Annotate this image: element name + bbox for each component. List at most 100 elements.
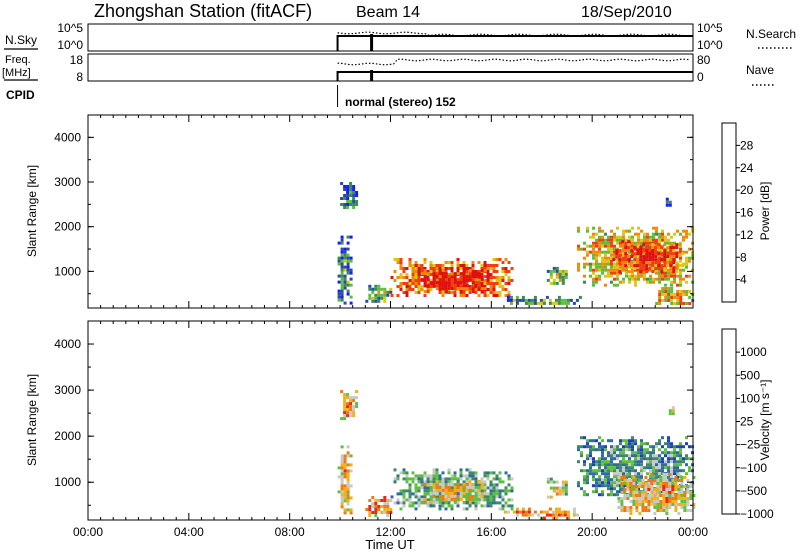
power-cell <box>640 238 643 242</box>
power-cell <box>417 276 421 279</box>
power-cell <box>450 287 454 291</box>
velocity-cell <box>468 480 472 484</box>
velocity-cell <box>423 500 427 504</box>
power-cell <box>616 259 619 263</box>
velocity-cell <box>393 501 397 505</box>
velocity-cell <box>661 436 664 440</box>
velocity-cell <box>670 460 673 464</box>
velocity-cell <box>647 500 651 503</box>
power-cell <box>624 249 628 253</box>
velocity-cell <box>656 500 660 503</box>
power-cell <box>631 244 634 248</box>
power-cell <box>664 238 667 242</box>
power-cell <box>402 270 406 273</box>
power-cell <box>607 244 610 248</box>
power-cell <box>506 298 510 302</box>
velocity-cell <box>632 479 636 482</box>
power-cell <box>349 271 353 275</box>
power-cell <box>601 244 604 248</box>
velocity-cell <box>601 454 604 458</box>
power-cell <box>654 240 658 244</box>
power-cell <box>669 249 673 253</box>
velocity-cell <box>343 414 347 418</box>
velocity-cell <box>426 489 430 493</box>
velocity-cell <box>635 497 639 500</box>
power-cell <box>622 241 625 245</box>
velocity-cell <box>426 486 430 490</box>
velocity-cell <box>655 457 658 461</box>
velocity-cell <box>674 476 678 479</box>
velocity-cell <box>613 454 616 458</box>
velocity-cell <box>420 495 424 499</box>
velocity-cell <box>447 468 451 472</box>
power-cell <box>423 275 427 279</box>
velocity-cell <box>456 488 460 492</box>
power-cell <box>627 258 631 262</box>
velocity-cell <box>586 442 589 446</box>
power-cell <box>601 250 604 254</box>
velocity-cell <box>386 505 390 508</box>
velocity-cell <box>340 490 344 494</box>
power-cell <box>371 299 375 303</box>
power-cell <box>649 262 652 266</box>
power-cell <box>504 267 508 270</box>
velocity-cell <box>677 494 681 497</box>
power-cell <box>643 244 646 248</box>
velocity-cell <box>616 463 619 467</box>
power-cell <box>462 264 466 267</box>
power-cell <box>676 293 680 296</box>
power-cell <box>377 296 381 300</box>
velocity-cell <box>432 497 436 501</box>
velocity-cell <box>390 495 394 499</box>
power-cell <box>377 290 381 294</box>
velocity-cell <box>664 466 667 470</box>
velocity-cell <box>393 480 397 484</box>
power-cell <box>414 282 418 285</box>
velocity-cell <box>411 471 415 475</box>
velocity-cell <box>662 494 666 497</box>
power-cell <box>374 296 378 300</box>
velocity-cell <box>402 477 406 481</box>
velocity-cell <box>638 479 642 482</box>
velocity-cell <box>601 460 604 464</box>
power-cell <box>477 270 481 273</box>
power-cell <box>595 277 598 281</box>
power-cell <box>340 283 344 287</box>
velocity-cell <box>462 482 466 486</box>
velocity-cell <box>658 466 661 470</box>
velocity-cell <box>477 483 481 487</box>
velocity-cell <box>474 494 478 498</box>
velocity-cell <box>420 500 424 504</box>
velocity-cell <box>656 494 660 497</box>
velocity-cell <box>634 439 637 443</box>
velocity-cell <box>561 480 565 484</box>
velocity-cell <box>598 493 601 497</box>
velocity-cell <box>515 510 519 514</box>
power-cell <box>657 258 661 262</box>
velocity-cell <box>471 474 475 478</box>
power-cell <box>664 271 667 275</box>
velocity-cell <box>610 448 613 452</box>
velocity-cell <box>498 471 502 475</box>
velocity-cell <box>432 488 436 492</box>
power-cell <box>604 262 607 266</box>
velocity-cell <box>592 445 595 449</box>
velocity-cell <box>462 491 466 495</box>
power-cell <box>346 235 350 239</box>
power-cell <box>408 288 412 291</box>
power-cell <box>558 269 562 273</box>
power-cell <box>346 256 350 260</box>
power-cell <box>509 298 513 302</box>
power-cell <box>417 291 421 294</box>
power-colorbar-tick: 20 <box>740 183 754 197</box>
velocity-cell <box>640 463 643 467</box>
power-cell <box>435 267 439 270</box>
power-cell <box>601 229 604 233</box>
velocity-cell <box>346 496 350 500</box>
velocity-cell <box>561 486 565 490</box>
power-cell <box>631 238 634 242</box>
time-tick-label: 12:00 <box>375 525 405 539</box>
velocity-cell <box>604 484 607 488</box>
velocity-cell <box>628 469 631 473</box>
